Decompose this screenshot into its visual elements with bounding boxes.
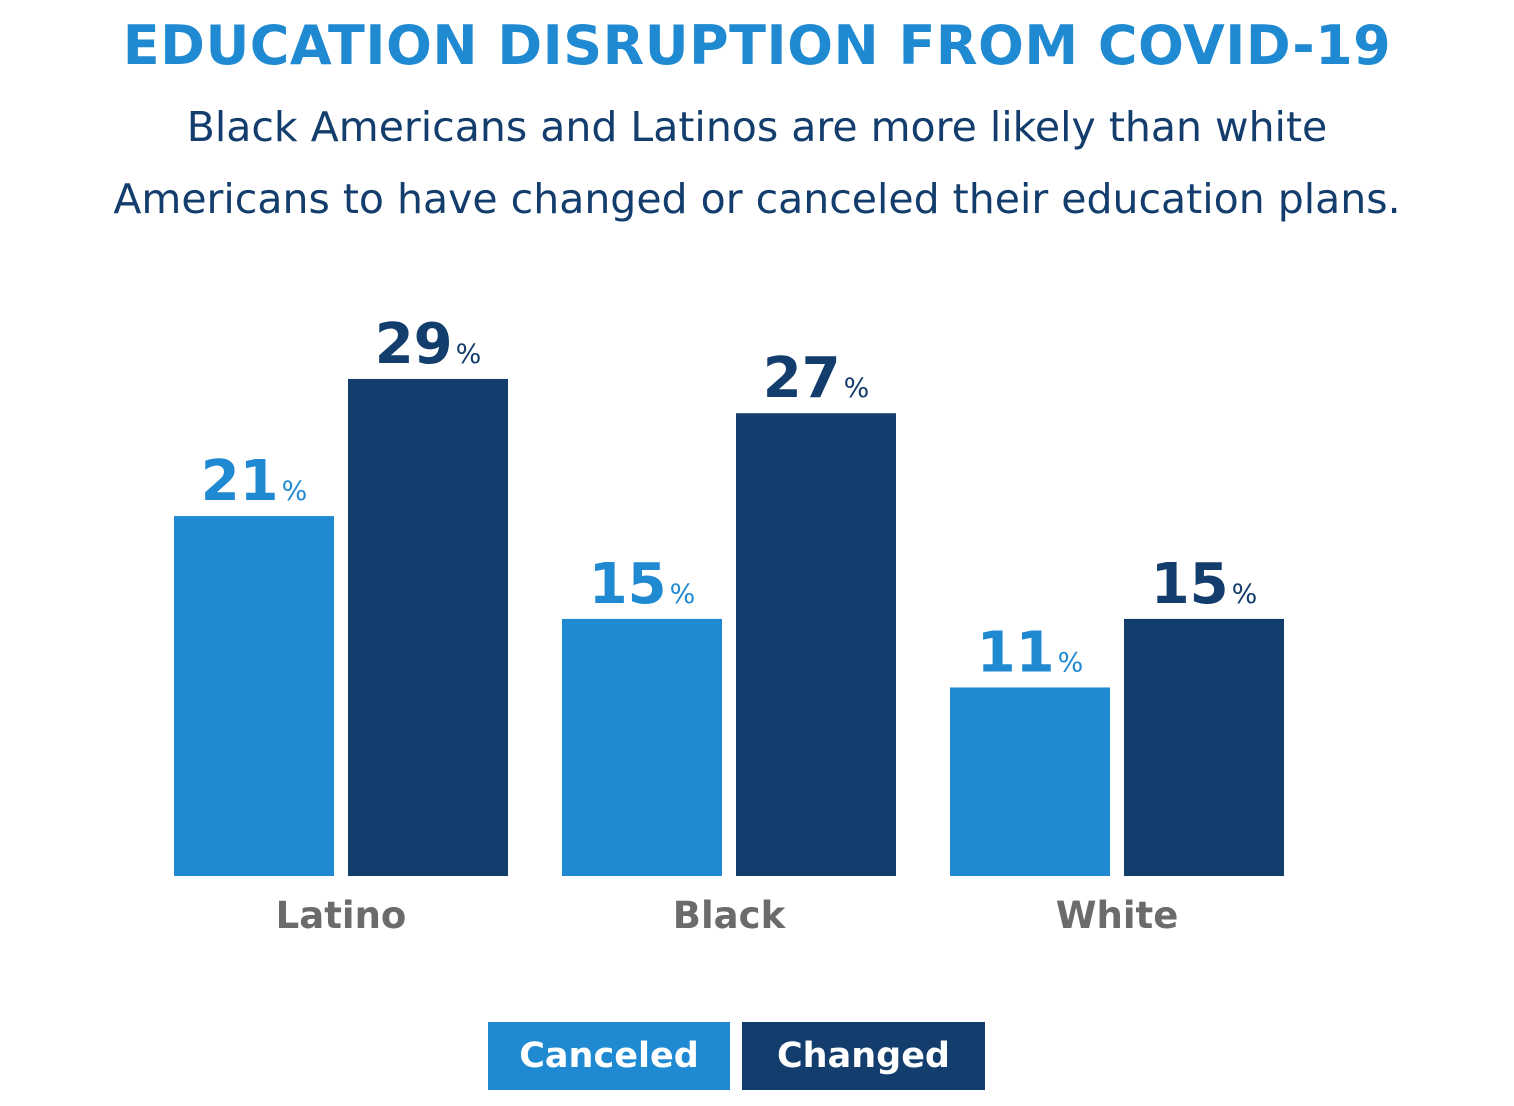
category-label-black: Black <box>673 894 787 937</box>
bar-black-canceled <box>562 618 722 876</box>
data-label-white-canceled: 11% <box>977 620 1084 685</box>
legend-changed: Changed <box>742 1022 985 1090</box>
category-label-white: White <box>1056 894 1179 937</box>
chart-subtitle-line-2: Americans to have changed or canceled th… <box>113 175 1401 223</box>
data-label-black-canceled: 15% <box>589 552 696 617</box>
data-label-black-changed: 27% <box>763 346 870 411</box>
bar-black-changed <box>736 413 896 876</box>
bar-white-canceled <box>950 687 1110 876</box>
bar-latino-canceled <box>174 516 334 876</box>
chart-subtitle-line-1: Black Americans and Latinos are more lik… <box>186 103 1328 151</box>
data-label-latino-changed: 29% <box>375 312 482 377</box>
category-label-latino: Latino <box>276 894 407 937</box>
data-label-latino-canceled: 21% <box>201 449 308 514</box>
bar-white-changed <box>1124 618 1284 876</box>
legend-canceled: Canceled <box>488 1022 730 1090</box>
bar-latino-changed <box>348 378 508 876</box>
chart-title: EDUCATION DISRUPTION FROM COVID-19 <box>122 14 1392 77</box>
data-label-white-changed: 15% <box>1151 552 1258 617</box>
